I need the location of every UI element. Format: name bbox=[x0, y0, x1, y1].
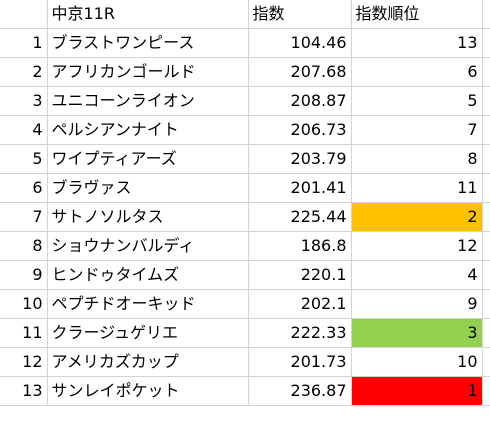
empty-cell[interactable] bbox=[482, 115, 490, 146]
rank-value-cell[interactable]: 2 bbox=[351, 202, 483, 233]
table-row: 6 ブラヴァス 201.41 11 bbox=[0, 173, 490, 204]
horse-name-cell[interactable]: アメリカズカップ bbox=[47, 347, 249, 378]
horse-name-cell[interactable]: ブラヴァス bbox=[47, 173, 249, 204]
index-value-cell[interactable]: 104.46 bbox=[248, 28, 352, 59]
horse-name-cell[interactable]: ユニコーンライオン bbox=[47, 86, 249, 117]
header-rank-cell[interactable]: 指数順位 bbox=[351, 0, 483, 30]
index-value-cell[interactable]: 202.1 bbox=[248, 289, 352, 320]
index-value-cell[interactable]: 201.41 bbox=[248, 173, 352, 204]
table-row: 7 サトノソルタス 225.44 2 bbox=[0, 202, 490, 233]
empty-cell[interactable] bbox=[482, 57, 490, 88]
rank-value-cell[interactable]: 9 bbox=[351, 289, 483, 320]
rank-value-cell[interactable]: 1 bbox=[351, 376, 483, 407]
index-value-cell[interactable]: 186.8 bbox=[248, 231, 352, 262]
table-row: 10 ペプチドオーキッド 202.1 9 bbox=[0, 289, 490, 320]
horse-name-cell[interactable]: ショウナンバルディ bbox=[47, 231, 249, 262]
index-value-cell[interactable]: 220.1 bbox=[248, 260, 352, 291]
header-race-cell[interactable]: 中京11R bbox=[47, 0, 249, 30]
row-number-cell[interactable]: 2 bbox=[0, 57, 48, 88]
empty-cell[interactable] bbox=[482, 0, 490, 30]
rank-value-cell[interactable]: 3 bbox=[351, 318, 483, 349]
row-number-cell[interactable]: 13 bbox=[0, 376, 48, 407]
empty-cell[interactable] bbox=[482, 86, 490, 117]
index-value-cell[interactable]: 225.44 bbox=[248, 202, 352, 233]
row-number-cell[interactable] bbox=[0, 0, 48, 30]
horse-name-cell[interactable]: サンレイポケット bbox=[47, 376, 249, 407]
rank-value-cell[interactable]: 5 bbox=[351, 86, 483, 117]
empty-cell[interactable] bbox=[482, 376, 490, 407]
empty-cell[interactable] bbox=[482, 28, 490, 59]
empty-cell[interactable] bbox=[482, 202, 490, 233]
index-value-cell[interactable]: 236.87 bbox=[248, 376, 352, 407]
rank-value-cell[interactable]: 4 bbox=[351, 260, 483, 291]
table-row: 1 ブラストワンピース 104.46 13 bbox=[0, 28, 490, 59]
rank-value-cell[interactable]: 8 bbox=[351, 144, 483, 175]
index-value-cell[interactable]: 208.87 bbox=[248, 86, 352, 117]
row-number-cell[interactable]: 3 bbox=[0, 86, 48, 117]
horse-name-cell[interactable]: ペプチドオーキッド bbox=[47, 289, 249, 320]
table-row: 13 サンレイポケット 236.87 1 bbox=[0, 376, 490, 407]
header-index-cell[interactable]: 指数 bbox=[248, 0, 352, 30]
rank-value-cell[interactable]: 6 bbox=[351, 57, 483, 88]
row-number-cell[interactable]: 6 bbox=[0, 173, 48, 204]
rank-value-cell[interactable]: 10 bbox=[351, 347, 483, 378]
table-row: 12 アメリカズカップ 201.73 10 bbox=[0, 347, 490, 378]
empty-cell[interactable] bbox=[482, 231, 490, 262]
index-value-cell[interactable]: 201.73 bbox=[248, 347, 352, 378]
table-row: 11 クラージュゲリエ 222.33 3 bbox=[0, 318, 490, 349]
row-number-cell[interactable]: 10 bbox=[0, 289, 48, 320]
table-row: 8 ショウナンバルディ 186.8 12 bbox=[0, 231, 490, 262]
empty-cell[interactable] bbox=[482, 318, 490, 349]
table-row: 2 アフリカンゴールド 207.68 6 bbox=[0, 57, 490, 88]
horse-name-cell[interactable]: サトノソルタス bbox=[47, 202, 249, 233]
row-number-cell[interactable]: 9 bbox=[0, 260, 48, 291]
row-number-cell[interactable]: 8 bbox=[0, 231, 48, 262]
index-value-cell[interactable]: 206.73 bbox=[248, 115, 352, 146]
row-number-cell[interactable]: 11 bbox=[0, 318, 48, 349]
rank-value-cell[interactable]: 11 bbox=[351, 173, 483, 204]
empty-cell[interactable] bbox=[482, 289, 490, 320]
rank-value-cell[interactable]: 13 bbox=[351, 28, 483, 59]
rank-value-cell[interactable]: 12 bbox=[351, 231, 483, 262]
horse-name-cell[interactable]: ブラストワンピース bbox=[47, 28, 249, 59]
index-value-cell[interactable]: 222.33 bbox=[248, 318, 352, 349]
horse-name-cell[interactable]: ペルシアンナイト bbox=[47, 115, 249, 146]
row-number-cell[interactable]: 12 bbox=[0, 347, 48, 378]
data-grid: 中京11R 指数 指数順位 1 ブラストワンピース 104.46 13 2 アフリカンゴー… bbox=[0, 0, 490, 407]
index-value-cell[interactable]: 207.68 bbox=[248, 57, 352, 88]
empty-cell[interactable] bbox=[482, 260, 490, 291]
header-row: 中京11R 指数 指数順位 bbox=[0, 0, 490, 30]
row-number-cell[interactable]: 7 bbox=[0, 202, 48, 233]
table-row: 5 ワイプティアーズ 203.79 8 bbox=[0, 144, 490, 175]
horse-name-cell[interactable]: アフリカンゴールド bbox=[47, 57, 249, 88]
row-number-cell[interactable]: 5 bbox=[0, 144, 48, 175]
horse-name-cell[interactable]: ヒンドゥタイムズ bbox=[47, 260, 249, 291]
horse-name-cell[interactable]: クラージュゲリエ bbox=[47, 318, 249, 349]
row-number-cell[interactable]: 1 bbox=[0, 28, 48, 59]
empty-cell[interactable] bbox=[482, 144, 490, 175]
empty-cell[interactable] bbox=[482, 347, 490, 378]
index-value-cell[interactable]: 203.79 bbox=[248, 144, 352, 175]
row-number-cell[interactable]: 4 bbox=[0, 115, 48, 146]
table-row: 9 ヒンドゥタイムズ 220.1 4 bbox=[0, 260, 490, 291]
table-row: 3 ユニコーンライオン 208.87 5 bbox=[0, 86, 490, 117]
horse-name-cell[interactable]: ワイプティアーズ bbox=[47, 144, 249, 175]
table-row: 4 ペルシアンナイト 206.73 7 bbox=[0, 115, 490, 146]
empty-cell[interactable] bbox=[482, 173, 490, 204]
rank-value-cell[interactable]: 7 bbox=[351, 115, 483, 146]
